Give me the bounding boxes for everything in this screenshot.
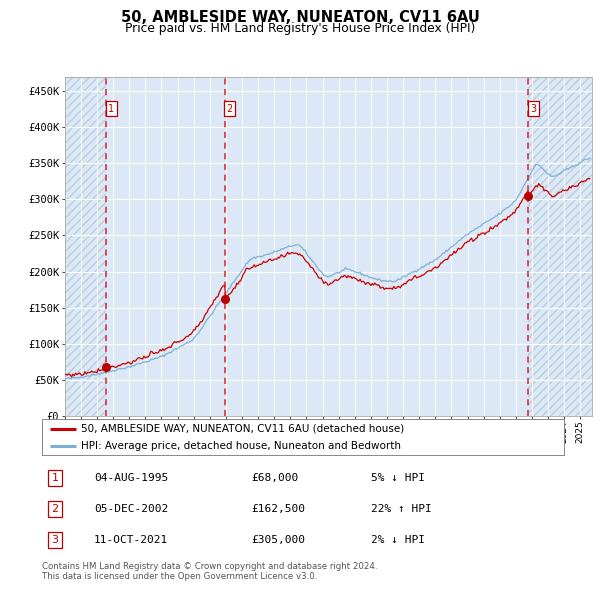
Bar bbox=[529, 77, 592, 416]
Text: £68,000: £68,000 bbox=[251, 473, 298, 483]
Bar bbox=[529, 77, 592, 416]
Text: Price paid vs. HM Land Registry's House Price Index (HPI): Price paid vs. HM Land Registry's House … bbox=[125, 22, 475, 35]
Text: 1: 1 bbox=[52, 473, 59, 483]
Text: £162,500: £162,500 bbox=[251, 504, 305, 514]
Text: £305,000: £305,000 bbox=[251, 535, 305, 545]
Text: This data is licensed under the Open Government Licence v3.0.: This data is licensed under the Open Gov… bbox=[42, 572, 317, 581]
Text: 50, AMBLESIDE WAY, NUNEATON, CV11 6AU: 50, AMBLESIDE WAY, NUNEATON, CV11 6AU bbox=[121, 10, 479, 25]
Text: 5% ↓ HPI: 5% ↓ HPI bbox=[371, 473, 425, 483]
Text: 2: 2 bbox=[52, 504, 59, 514]
Text: 22% ↑ HPI: 22% ↑ HPI bbox=[371, 504, 431, 514]
Bar bbox=[65, 77, 106, 416]
Text: 3: 3 bbox=[52, 535, 59, 545]
Text: 50, AMBLESIDE WAY, NUNEATON, CV11 6AU (detached house): 50, AMBLESIDE WAY, NUNEATON, CV11 6AU (d… bbox=[81, 424, 404, 434]
Text: 2% ↓ HPI: 2% ↓ HPI bbox=[371, 535, 425, 545]
Text: 04-AUG-1995: 04-AUG-1995 bbox=[94, 473, 169, 483]
Text: HPI: Average price, detached house, Nuneaton and Bedworth: HPI: Average price, detached house, Nune… bbox=[81, 441, 401, 451]
Text: 2: 2 bbox=[227, 104, 233, 114]
Text: Contains HM Land Registry data © Crown copyright and database right 2024.: Contains HM Land Registry data © Crown c… bbox=[42, 562, 377, 571]
Text: 1: 1 bbox=[108, 104, 115, 114]
Text: 3: 3 bbox=[530, 104, 536, 114]
Bar bbox=[65, 77, 106, 416]
Text: 05-DEC-2002: 05-DEC-2002 bbox=[94, 504, 169, 514]
Text: 11-OCT-2021: 11-OCT-2021 bbox=[94, 535, 169, 545]
